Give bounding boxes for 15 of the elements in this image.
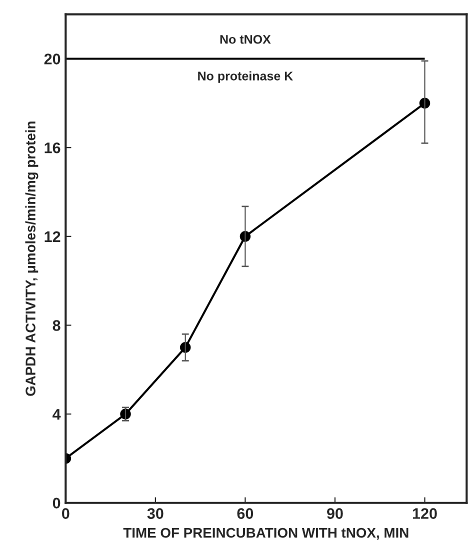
y-tick-label: 20	[44, 54, 60, 64]
y-tick-label: 16	[44, 142, 60, 154]
x-tick-label: 60	[237, 508, 254, 519]
annotation: No tNOX	[220, 34, 271, 44]
x-axis-title: TIME OF PREINCUBATION WITH tNOX, MIN	[123, 528, 408, 540]
y-tick-label: 12	[44, 231, 60, 242]
y-tick-label: 8	[52, 320, 60, 331]
y-tick-label: 4	[52, 409, 61, 420]
x-tick-label: 30	[147, 508, 164, 519]
x-tick-label: 90	[327, 508, 343, 519]
annotation: No proteinase K	[198, 71, 294, 83]
y-tick-label: 0	[52, 498, 60, 509]
x-tick-label: 120	[412, 508, 437, 519]
y-axis-title: GAPDH ACTIVITY, μmoles/min/mg protein	[25, 122, 38, 396]
x-tick-label: 0	[62, 508, 70, 519]
